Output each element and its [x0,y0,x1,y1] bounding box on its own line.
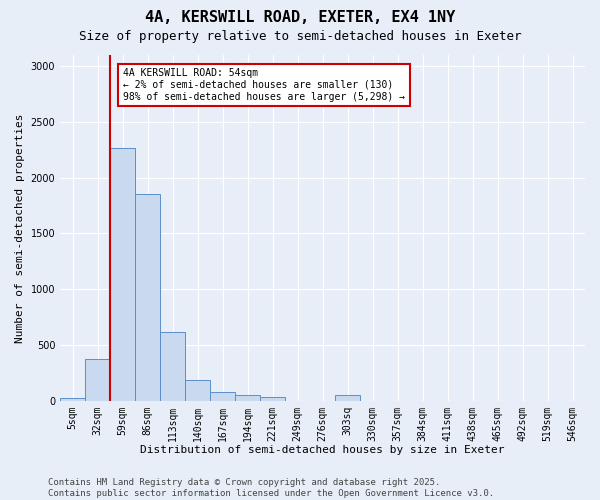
Bar [85,360,110,401]
Text: Size of property relative to semi-detached houses in Exeter: Size of property relative to semi-detach… [79,30,521,43]
Bar [135,194,160,400]
Bar [260,398,285,400]
Text: 4A KERSWILL ROAD: 54sqm
← 2% of semi-detached houses are smaller (130)
98% of se: 4A KERSWILL ROAD: 54sqm ← 2% of semi-det… [122,68,404,102]
Bar [235,394,260,400]
Text: 4A, KERSWILL ROAD, EXETER, EX4 1NY: 4A, KERSWILL ROAD, EXETER, EX4 1NY [145,10,455,25]
Bar [335,395,360,400]
Bar [210,392,235,400]
X-axis label: Distribution of semi-detached houses by size in Exeter: Distribution of semi-detached houses by … [140,445,505,455]
Bar [60,398,85,400]
Bar [110,148,135,400]
Bar [160,332,185,400]
Bar [185,380,210,400]
Y-axis label: Number of semi-detached properties: Number of semi-detached properties [15,113,25,342]
Text: Contains HM Land Registry data © Crown copyright and database right 2025.
Contai: Contains HM Land Registry data © Crown c… [48,478,494,498]
